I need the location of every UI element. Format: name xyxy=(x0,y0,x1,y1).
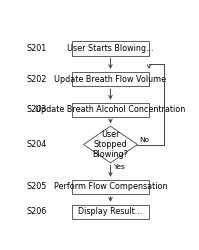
Text: No: No xyxy=(139,136,149,142)
Text: Yes: Yes xyxy=(113,164,125,170)
Text: Perform Flow Compensation: Perform Flow Compensation xyxy=(54,182,167,192)
Polygon shape xyxy=(84,126,138,163)
Text: S204: S204 xyxy=(26,140,47,149)
Text: S201: S201 xyxy=(26,44,47,53)
Text: User
Stopped
Blowing?: User Stopped Blowing? xyxy=(93,130,128,160)
FancyBboxPatch shape xyxy=(72,205,149,219)
Text: S203: S203 xyxy=(26,106,47,114)
Text: S205: S205 xyxy=(26,182,47,192)
Text: S206: S206 xyxy=(26,208,47,216)
Text: Display Result...: Display Result... xyxy=(78,208,143,216)
Text: Update Breath Flow Volume: Update Breath Flow Volume xyxy=(54,74,167,84)
FancyBboxPatch shape xyxy=(72,180,149,194)
Text: User Starts Blowing...: User Starts Blowing... xyxy=(67,44,154,53)
FancyBboxPatch shape xyxy=(72,41,149,56)
FancyBboxPatch shape xyxy=(72,103,149,117)
FancyBboxPatch shape xyxy=(72,72,149,86)
Text: S202: S202 xyxy=(26,74,47,84)
Text: Update Breath Alcohol Concentration: Update Breath Alcohol Concentration xyxy=(35,106,186,114)
